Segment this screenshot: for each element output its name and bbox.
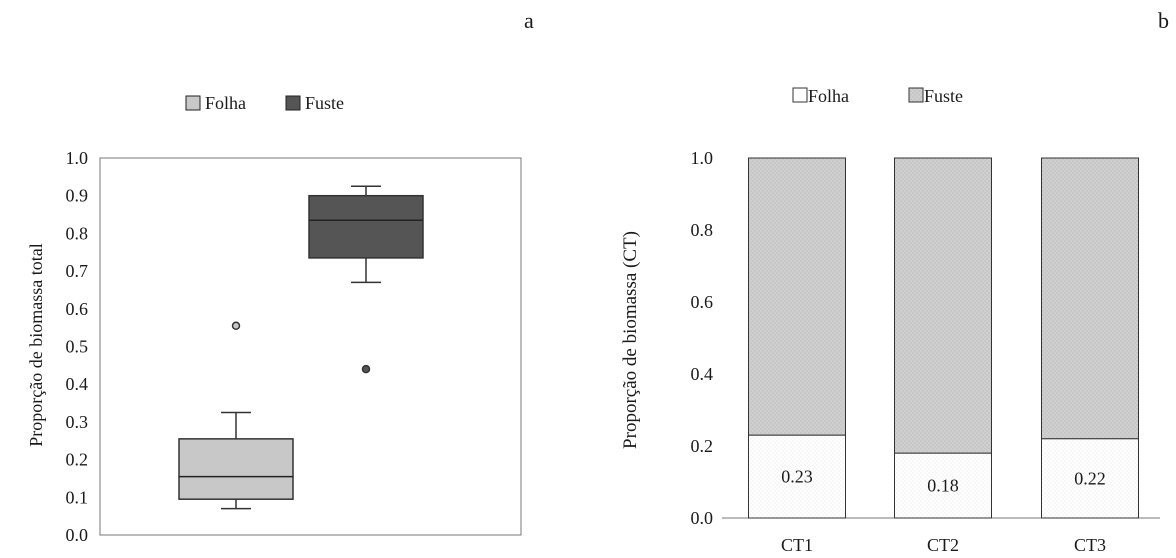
data-label-folha-ct2: 0.18 [927,476,959,496]
y-tick-label-a: 0.7 [66,261,89,281]
bar-segment-fuste-ct1 [748,157,846,436]
legend-swatch-fuste-b [908,87,924,103]
stacked-bar-panel: Folha Fuste Proporção de biomassa (CT) 0… [620,86,1160,555]
panel-label-a: a [524,8,534,33]
y-tick-label-b: 0.6 [691,292,714,312]
legend-swatch-folha-b [792,87,808,103]
data-label-folha-ct1: 0.23 [781,467,813,487]
plot-frame-a [99,157,522,536]
legend-label-fuste-b: Fuste [924,86,963,106]
legend-label-folha: Folha [205,93,246,113]
y-tick-label-a: 0.0 [66,525,89,545]
y-tick-label-a: 1.0 [66,148,89,168]
y-tick-label-a: 0.3 [66,412,89,432]
legend-swatch-folha [185,95,201,111]
boxes-a [178,185,424,510]
y-tick-label-b: 0.8 [691,220,714,240]
bar-segment-folha-ct1 [748,434,846,519]
y-axis-label-a: Proporção de biomassa total [26,243,46,446]
y-tick-label-a: 0.1 [66,487,89,507]
y-tick-label-b: 0.4 [691,364,714,384]
y-tick-label-a: 0.9 [66,186,89,206]
y-axis-label-b: Proporção de biomassa (CT) [620,231,641,449]
outlier-point-folha [231,321,241,331]
legend-a: Folha Fuste [185,93,344,113]
bar-segment-fuste-ct3 [1041,157,1139,440]
panel-label-b: b [1158,8,1169,33]
box-fuste [308,194,424,259]
y-tick-label-a: 0.2 [66,450,89,470]
legend-label-fuste: Fuste [305,93,344,113]
y-tick-label-b: 0.0 [691,508,714,528]
data-label-folha-ct3: 0.22 [1074,468,1106,488]
y-tick-label-a: 0.6 [66,299,89,319]
bars-b: 0.23 CT1 0.18 CT2 0.22 CT3 [748,157,1139,555]
y-tick-label-a: 0.4 [66,374,89,394]
bar-segment-folha-ct2 [894,452,992,519]
y-axis-ticks-b: 0.0 0.2 0.4 0.6 0.8 1.0 [691,148,714,528]
legend-label-folha-b: Folha [808,86,849,106]
x-tick-label-ct2: CT2 [927,535,959,555]
x-tick-label-ct3: CT3 [1074,535,1106,555]
legend-swatch-fuste [285,95,301,111]
box-folha [178,438,294,500]
legend-b: Folha Fuste [792,86,963,106]
box-plot-panel: Folha Fuste Proporção de biomassa total … [26,93,522,545]
y-tick-label-b: 0.2 [691,436,714,456]
y-tick-label-b: 1.0 [691,148,714,168]
outlier-point-fuste [361,364,371,374]
bar-segment-fuste-ct2 [894,157,992,454]
y-tick-label-a: 0.5 [66,337,89,357]
y-axis-ticks-a: 0.0 0.1 0.2 0.3 0.4 0.5 0.6 0.7 0.8 0.9 1.0 [66,148,89,545]
bar-segment-folha-ct3 [1041,438,1139,519]
y-tick-label-a: 0.8 [66,223,89,243]
x-tick-label-ct1: CT1 [781,535,813,555]
